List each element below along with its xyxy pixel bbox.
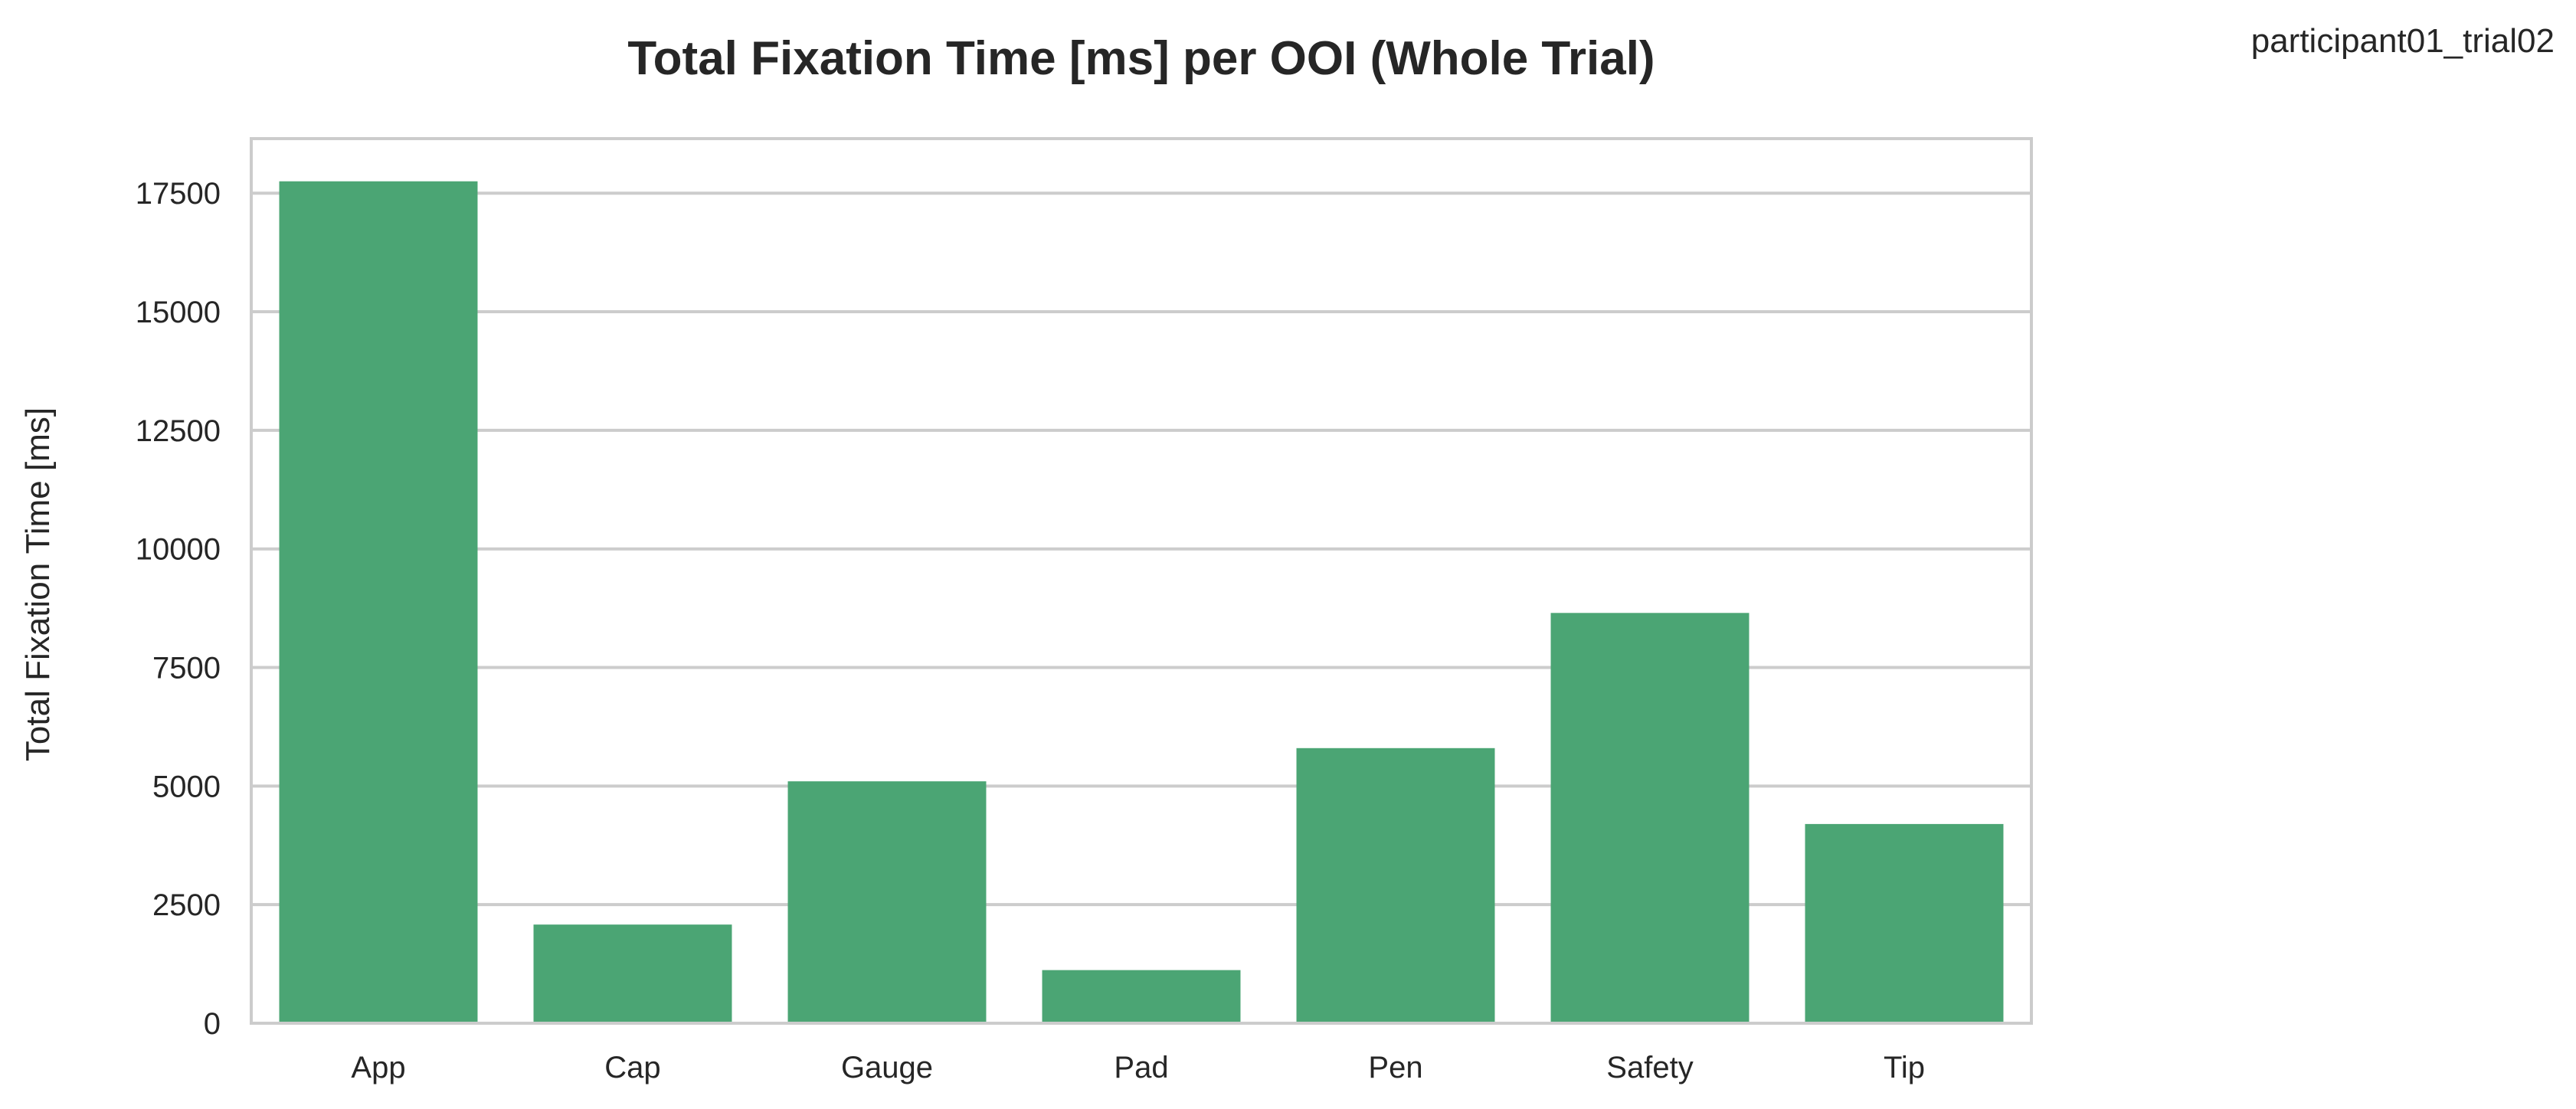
- bar-gauge: [787, 781, 987, 1023]
- x-tick-label: Pen: [1368, 1051, 1422, 1084]
- bar-tip: [1805, 823, 2004, 1023]
- plot-frame: [250, 137, 2033, 1025]
- bar-cap: [533, 924, 732, 1023]
- chart-title: Total Fixation Time [ms] per OOI (Whole …: [627, 32, 1655, 85]
- bar-safety: [1550, 613, 1750, 1023]
- y-axis-label: Total Fixation Time [ms]: [19, 407, 57, 761]
- y-tick-label: 0: [204, 1007, 221, 1041]
- x-tick-label: Tip: [1884, 1051, 1925, 1084]
- x-tick-label: Pad: [1114, 1051, 1168, 1084]
- bar-app: [279, 181, 478, 1023]
- y-tick-labels: 0 2500 5000 7500 10000 12500 15000 17500: [136, 177, 221, 1041]
- x-tick-label: Safety: [1606, 1051, 1693, 1084]
- y-tick-label: 17500: [136, 177, 221, 211]
- x-tick-label: App: [351, 1051, 405, 1084]
- x-tick-label: Gauge: [841, 1051, 933, 1084]
- x-tick-labels: App Cap Gauge Pad Pen Safety Tip: [351, 1051, 1925, 1084]
- participant-trial-label: participant01_trial02: [2251, 22, 2555, 60]
- y-tick-label: 12500: [136, 414, 221, 448]
- gridlines: [251, 191, 2031, 907]
- y-tick-label: 7500: [152, 652, 221, 685]
- bars: [279, 181, 2004, 1023]
- y-tick-label: 5000: [152, 770, 221, 803]
- bar-pen: [1296, 748, 1495, 1023]
- bar-pad: [1042, 970, 1241, 1023]
- y-tick-label: 2500: [152, 888, 221, 922]
- x-tick-label: Cap: [604, 1051, 660, 1084]
- y-tick-label: 10000: [136, 533, 221, 567]
- y-tick-label: 15000: [136, 296, 221, 329]
